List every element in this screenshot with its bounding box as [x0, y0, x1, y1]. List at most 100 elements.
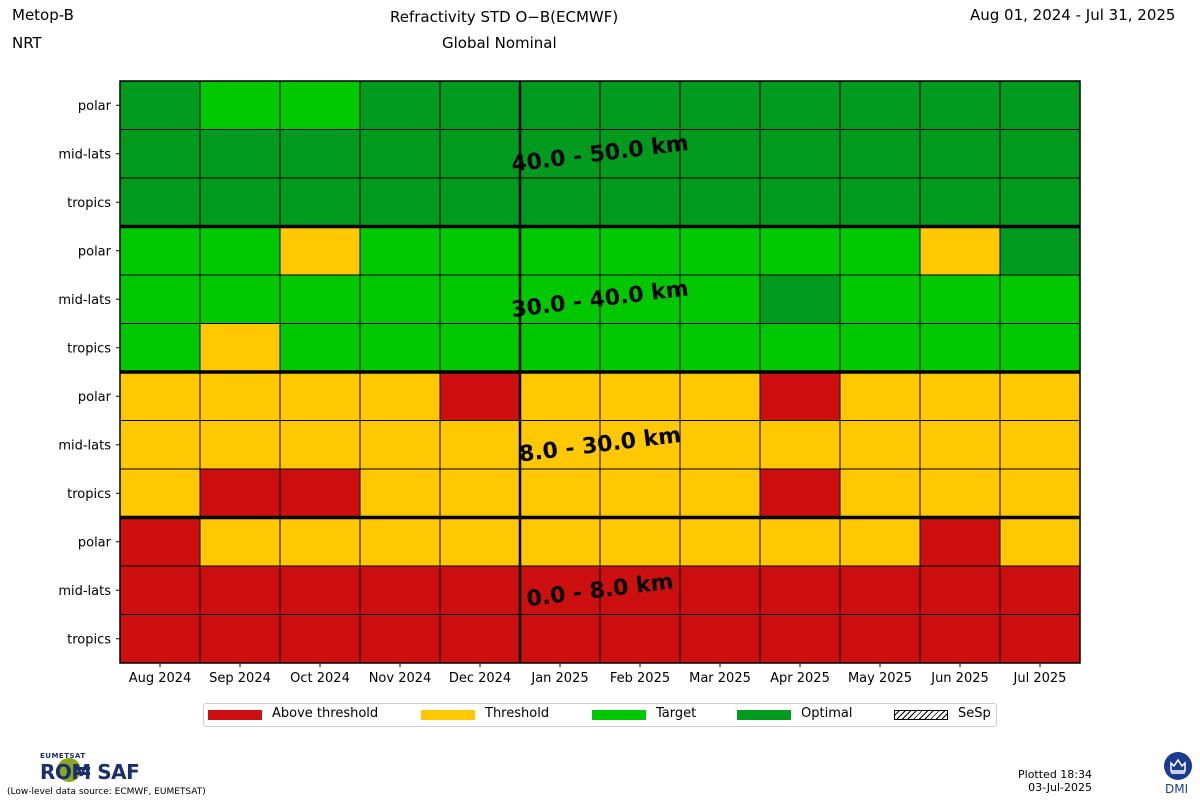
legend-swatch-sesp	[894, 710, 948, 720]
heatmap-cell	[200, 81, 280, 130]
heatmap-cell	[520, 372, 600, 421]
plot-frame	[119, 80, 1081, 664]
month-label: Nov 2024	[369, 671, 432, 686]
heatmap-cell	[760, 226, 840, 275]
heatmap-cell	[120, 372, 200, 421]
heatmap-cell	[120, 420, 200, 469]
heatmap-cell	[200, 566, 280, 615]
heatmap-cell	[840, 323, 920, 372]
month-label: Mar 2025	[689, 671, 751, 686]
heatmap-cell	[120, 566, 200, 615]
heatmap-cell	[120, 323, 200, 372]
date-range: Aug 01, 2024 - Jul 31, 2025	[970, 6, 1176, 24]
heatmap-cell	[200, 275, 280, 324]
dmi-crown-logo-icon	[1164, 752, 1192, 780]
legend-label: Target	[656, 706, 697, 721]
row-label: polar	[78, 244, 112, 259]
heatmap-cell	[280, 517, 360, 566]
heatmap-cell	[840, 420, 920, 469]
month-label: Jun 2025	[930, 671, 989, 686]
legend-label: Optimal	[801, 706, 853, 721]
heatmap-cell	[440, 517, 520, 566]
heatmap-cell	[600, 372, 680, 421]
heatmap-cell	[600, 81, 680, 130]
heatmap-cell	[600, 323, 680, 372]
heatmap-cell	[760, 614, 840, 663]
heatmap-cell	[1000, 372, 1080, 421]
heatmap-cell	[760, 275, 840, 324]
heatmap-cell	[760, 517, 840, 566]
heatmap-cell	[840, 517, 920, 566]
month-label: Feb 2025	[610, 671, 670, 686]
heatmap-cell	[360, 566, 440, 615]
heatmap-cell	[920, 178, 1000, 227]
heatmap-cell	[920, 129, 1000, 178]
heatmap-cell	[920, 323, 1000, 372]
legend-swatch-threshold	[421, 710, 475, 720]
heatmap-cell	[120, 178, 200, 227]
heatmap-cell	[600, 178, 680, 227]
heatmap-cell	[280, 275, 360, 324]
month-label: May 2025	[848, 671, 912, 686]
heatmap-cell	[200, 420, 280, 469]
row-label: mid-lats	[58, 438, 111, 453]
heatmap-cell	[600, 566, 680, 615]
heatmap-cell	[360, 129, 440, 178]
heatmap-cell	[120, 517, 200, 566]
heatmap-cell	[360, 420, 440, 469]
heatmap-cell	[200, 614, 280, 663]
heatmap-cell	[680, 129, 760, 178]
heatmap-cell	[120, 129, 200, 178]
heatmap-cell	[360, 517, 440, 566]
plotted-timestamp: Plotted 18:34 03-Jul-2025	[1018, 768, 1092, 794]
month-label: Sep 2024	[209, 671, 271, 686]
month-label: Aug 2024	[129, 671, 192, 686]
chart-subtitle: Global Nominal	[442, 34, 557, 52]
heatmap-cell	[520, 614, 600, 663]
heatmap-cell	[600, 469, 680, 518]
row-label: polar	[78, 390, 112, 405]
heatmap-cell	[760, 420, 840, 469]
heatmap-cell	[840, 614, 920, 663]
heatmap-cell	[280, 614, 360, 663]
row-label: tropics	[67, 341, 111, 356]
heatmap-cell	[1000, 129, 1080, 178]
heatmap-cell	[1000, 566, 1080, 615]
heatmap-cell	[360, 372, 440, 421]
heatmap-cell	[200, 372, 280, 421]
heatmap-cell	[520, 226, 600, 275]
heatmap-cell	[360, 469, 440, 518]
heatmap-cell	[120, 226, 200, 275]
heatmap-cell	[680, 226, 760, 275]
heatmap-gridlines	[119, 80, 1081, 664]
row-label: tropics	[67, 487, 111, 502]
row-label: mid-lats	[58, 147, 111, 162]
heatmap-cell	[840, 178, 920, 227]
heatmap-cell	[680, 275, 760, 324]
heatmap-cell	[760, 566, 840, 615]
heatmap-cell	[520, 469, 600, 518]
heatmap-cell	[920, 517, 1000, 566]
heatmap-cell	[360, 178, 440, 227]
heatmap-cell	[200, 323, 280, 372]
heatmap-cell	[920, 275, 1000, 324]
heatmap-cell	[360, 323, 440, 372]
legend-swatch-optimal	[737, 710, 791, 720]
heatmap-cell	[600, 226, 680, 275]
heatmap-cell	[120, 81, 200, 130]
heatmap-cell	[680, 81, 760, 130]
romsaf-brand: ROM SAF	[40, 760, 140, 784]
heatmap-cell	[1000, 178, 1080, 227]
heatmap-cell	[760, 323, 840, 372]
heatmap-cell	[920, 372, 1000, 421]
heatmap-cell	[520, 517, 600, 566]
heatmap-cell	[920, 469, 1000, 518]
heatmap-cell	[280, 323, 360, 372]
heatmap-cell	[280, 420, 360, 469]
heatmap-cell	[1000, 323, 1080, 372]
heatmap-cell	[440, 275, 520, 324]
heatmap-cell	[200, 469, 280, 518]
heatmap-cell	[520, 323, 600, 372]
heatmap-cell	[440, 178, 520, 227]
heatmap-cell	[680, 420, 760, 469]
